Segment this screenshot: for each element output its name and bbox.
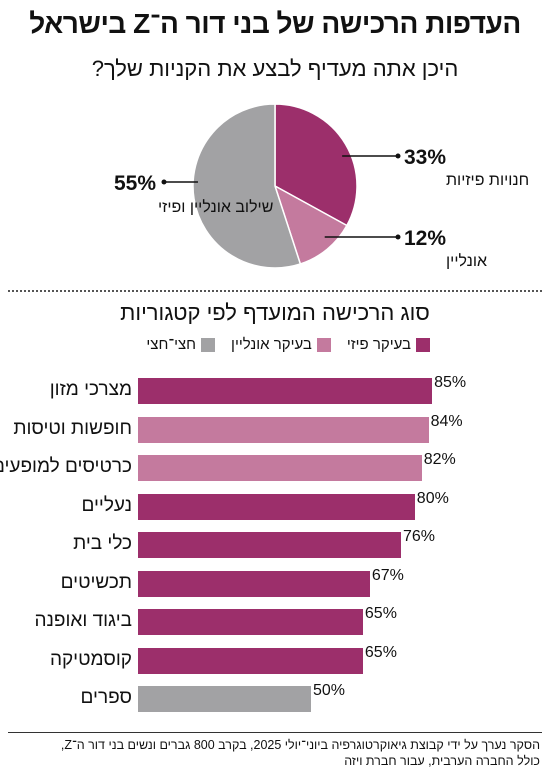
bar-0 — [138, 378, 433, 404]
bar-value-label-7: 65% — [364, 643, 397, 661]
bar-1 — [138, 416, 429, 443]
pie-chart: 33%חנויות פיזיות 12%אונליין 55%שילוב אונלי… — [114, 103, 529, 270]
bar-value-label-5: 67% — [371, 566, 404, 584]
bar-legend: בעיקר פיזי בעיקר אונליין חצי־חצי — [146, 336, 430, 353]
legend-swatch-physical — [416, 337, 430, 352]
pie-slice-1 — [273, 184, 348, 265]
pie-value-label-2: 55% — [114, 172, 156, 195]
bar-category-label-3: נעליים — [81, 494, 132, 516]
bar-2 — [138, 455, 422, 481]
legend-item-physical: בעיקר פיזי — [347, 336, 430, 353]
bar-category-label-0: מצרכי מזון — [49, 379, 132, 400]
footnote-line-2: כולל החברה הערבית, עבור חברת ויזה — [344, 754, 540, 768]
main-title: העדפות הרכישה של בני דור ה־Z בישראל — [29, 8, 521, 39]
bar-8 — [138, 686, 311, 712]
pie-slice-0 — [274, 103, 358, 227]
legend-label-online: בעיקר אונליין — [231, 336, 312, 353]
legend-swatch-online — [316, 337, 331, 352]
footnote-divider — [8, 732, 542, 733]
footnote: הסקר נערך על ידי קבוצת גיאוקרטוגרפיה ביו… — [10, 737, 540, 769]
bar-value-label-1: 84% — [430, 412, 463, 430]
bar-category-label-8: ספרים — [80, 687, 132, 708]
bar-chart-title: סוג הרכישה המועדף לפי קטגוריות — [120, 300, 430, 325]
bar-6 — [138, 609, 363, 635]
bar-category-label-5: תכשיטים — [60, 571, 132, 593]
legend-label-physical: בעיקר פיזי — [346, 336, 411, 353]
bar-value-label-8: 50% — [313, 682, 346, 699]
pie-question: היכן אתה מעדיף לבצע את הקניות שלך? — [91, 56, 459, 81]
bar-5 — [138, 570, 370, 597]
bar-value-label-3: 80% — [416, 489, 449, 507]
pie-category-label-0: חנויות פיזיות — [446, 172, 529, 189]
pie-value-label-1: 12% — [404, 227, 446, 250]
bar-7 — [138, 647, 363, 674]
legend-label-hybrid: חצי־חצי — [146, 336, 197, 353]
footnote-line-1: הסקר נערך על ידי קבוצת גיאוקרטוגרפיה ביו… — [60, 738, 540, 752]
section-divider — [8, 290, 542, 292]
bar-value-label-0: 85% — [434, 374, 467, 391]
bar-4 — [138, 532, 401, 558]
pie-leader-dot-0 — [395, 153, 401, 159]
pie-category-label-2: שילוב אונליין ופיזי — [158, 198, 273, 216]
legend-item-online: בעיקר אונליין — [231, 336, 331, 353]
pie-slice-2 — [192, 103, 302, 269]
bar-value-label-2: 82% — [423, 451, 456, 468]
pie-category-label-1: אונליין — [446, 252, 487, 270]
bar-3 — [138, 493, 415, 520]
legend-item-hybrid: חצי־חצי — [146, 336, 216, 353]
bar-category-label-7: קוסמטיקה — [49, 648, 132, 670]
pie-leader-dot-1 — [395, 234, 401, 240]
bar-category-label-6: ביגוד ואופנה — [34, 610, 132, 631]
bar-category-label-2: כרטיסים למופעים — [0, 456, 132, 477]
bar-value-label-6: 65% — [364, 605, 397, 622]
legend-swatch-hybrid — [201, 337, 216, 352]
bar-category-label-1: חופשות וטיסות — [13, 417, 132, 439]
pie-value-label-0: 33% — [404, 146, 446, 169]
bar-category-label-4: כלי בית — [73, 533, 132, 554]
pie-leader-dot-2 — [161, 179, 167, 185]
bar-value-label-4: 76% — [402, 528, 435, 545]
